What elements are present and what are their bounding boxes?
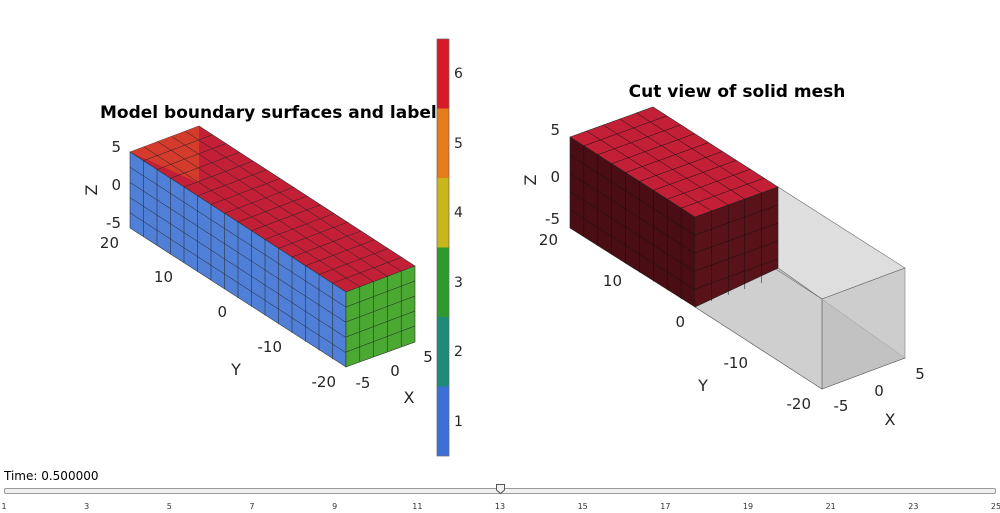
left-y-tick-20: 20 [100, 234, 119, 252]
left-y-tick-neg20: -20 [312, 373, 337, 391]
time-slider-tick-19: 19 [742, 502, 754, 511]
right-y-tick-neg20: -20 [787, 395, 812, 413]
time-slider-tick-7: 7 [249, 502, 255, 511]
left-axes: Model boundary surfaces and labels 5 0 -… [82, 103, 447, 407]
left-z-label: Z [82, 184, 101, 195]
right-mesh-grid [569, 112, 779, 301]
left-x-tick-5: 5 [423, 348, 433, 366]
right-cut-face [694, 186, 779, 308]
right-y-label: Y [697, 376, 708, 395]
left-title: Model boundary surfaces and labels [100, 103, 447, 123]
right-title: Cut view of solid mesh [629, 82, 846, 102]
left-top-face-edge-label-4 [130, 126, 199, 183]
right-z-label: Z [521, 174, 540, 185]
time-slider-tick-15: 15 [577, 502, 588, 511]
right-y-tick-10: 10 [603, 272, 622, 290]
time-slider-tick-9: 9 [332, 502, 338, 511]
colorbar-tick-3: 3 [454, 275, 463, 291]
colorbar-seg-2 [437, 317, 449, 387]
left-end-face [345, 265, 416, 368]
left-y-tick-10: 10 [154, 268, 173, 286]
right-z-tick-neg5: -5 [545, 210, 560, 228]
time-slider-tick-25: 25 [990, 502, 1000, 511]
colorbar-seg-1 [437, 386, 449, 456]
time-label: Time: 0.500000 [4, 469, 99, 483]
time-slider-tick-17: 17 [660, 502, 671, 511]
time-slider-tick-3: 3 [84, 502, 90, 511]
right-y-tick-20: 20 [539, 231, 558, 249]
right-z-tick-0: 0 [550, 168, 560, 186]
colorbar-frame [436, 38, 450, 457]
left-y-label: Y [230, 360, 241, 379]
left-y-tick-neg10: -10 [258, 338, 283, 356]
colorbar-seg-3 [437, 247, 449, 317]
colorbar-seg-5 [437, 108, 449, 178]
time-slider-tick-23: 23 [908, 502, 919, 511]
colorbar-tick-5: 5 [454, 136, 463, 152]
colorbar: 6 5 4 3 2 1 [436, 38, 463, 457]
left-z-tick-5: 5 [111, 138, 121, 156]
left-x-tick-neg5: -5 [356, 374, 371, 392]
colorbar-tick-4: 4 [454, 205, 463, 221]
colorbar-seg-6 [437, 39, 449, 109]
colorbar-tick-6: 6 [454, 66, 463, 82]
right-x-tick-0: 0 [874, 382, 884, 400]
time-slider-tick-13: 13 [494, 502, 506, 511]
time-slider-tick-11: 11 [412, 502, 423, 511]
right-x-tick-neg5: -5 [834, 397, 849, 415]
time-slider-tick-1: 1 [1, 502, 7, 511]
right-x-label: X [885, 410, 896, 429]
colorbar-seg-4 [437, 178, 449, 248]
right-axes: Cut view of solid mesh 5 0 -5 Z 20 10 0 … [521, 82, 925, 429]
time-slider-tick-21: 21 [825, 502, 836, 511]
right-y-tick-neg10: -10 [724, 354, 749, 372]
right-x-tick-5: 5 [915, 365, 925, 383]
left-z-tick-neg5: -5 [106, 214, 121, 232]
time-slider-thumb[interactable] [495, 484, 505, 494]
left-x-label: X [404, 388, 415, 407]
colorbar-tick-1: 1 [454, 414, 463, 430]
right-z-tick-5: 5 [550, 121, 560, 139]
time-slider-tick-5: 5 [166, 502, 172, 511]
left-x-tick-0: 0 [390, 362, 400, 380]
right-y-tick-0: 0 [675, 313, 685, 331]
left-y-tick-0: 0 [217, 303, 227, 321]
left-z-tick-0: 0 [111, 176, 121, 194]
colorbar-tick-2: 2 [454, 344, 463, 360]
left-mesh-grid [129, 130, 416, 362]
